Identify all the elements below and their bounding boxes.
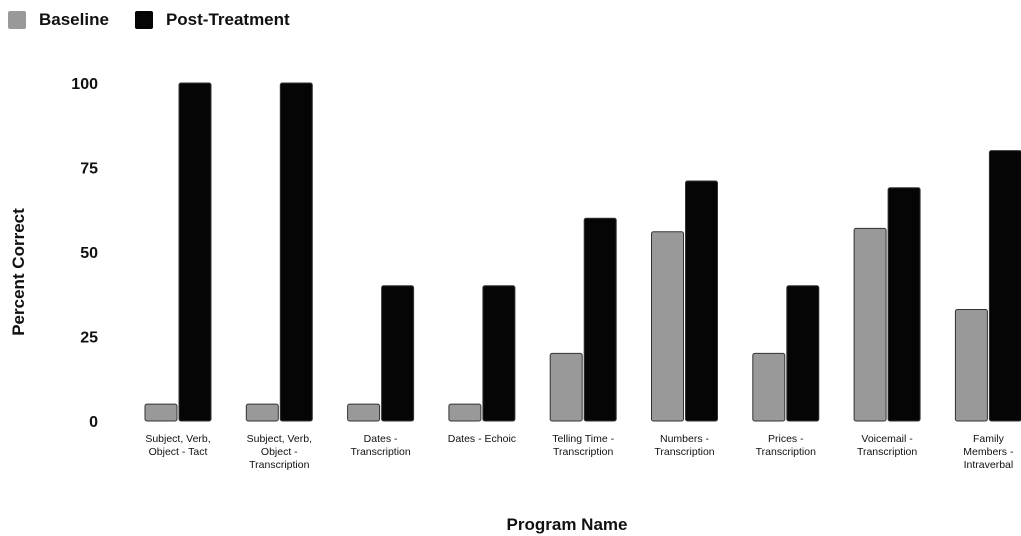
category-label: Voicemail -Transcription	[857, 433, 917, 458]
category-label: Dates -Transcription	[350, 433, 410, 458]
category-label-line: Transcription	[654, 446, 714, 458]
bar-baseline	[853, 227, 887, 422]
y-tick-label: 50	[80, 245, 98, 262]
bar-post-treatment	[583, 217, 617, 422]
category-label-line: Transcription	[249, 459, 309, 471]
bar-post-treatment	[988, 150, 1021, 422]
bar-post-treatment	[482, 285, 516, 422]
x-axis-title: Program Name	[507, 515, 628, 534]
bar-baseline	[144, 403, 178, 422]
category-label-line: Transcription	[756, 446, 816, 458]
category-label-line: Intraverbal	[964, 459, 1014, 471]
category-label: Telling Time -Transcription	[552, 433, 614, 458]
legend-swatch-post-treatment	[134, 11, 153, 29]
bar-baseline	[954, 308, 988, 422]
bar-baseline	[448, 403, 482, 422]
category-label-line: Transcription	[350, 446, 410, 458]
bar-post-treatment	[887, 187, 921, 422]
category-label-line: Telling Time -	[552, 433, 614, 445]
y-axis-title: Percent Correct	[9, 208, 28, 336]
legend-label-baseline: Baseline	[39, 10, 109, 29]
bar-baseline	[549, 352, 583, 422]
y-axis-ticks: 0 25 50 75 100	[71, 76, 98, 431]
bar-post-treatment	[279, 82, 313, 422]
category-label: Dates - Echoic	[448, 433, 516, 445]
category-label-line: Transcription	[857, 446, 917, 458]
y-tick-label: 25	[80, 330, 98, 347]
category-label: Subject, Verb, Object -Transcription	[247, 433, 312, 471]
category-label-line: Object - Tact	[149, 446, 208, 458]
legend: Baseline Post-Treatment	[8, 6, 316, 34]
category-label-line: Transcription	[553, 446, 613, 458]
category-label: Numbers -Transcription	[654, 433, 714, 458]
category-label-line: Subject, Verb,	[145, 433, 210, 445]
legend-swatch-baseline	[8, 11, 26, 29]
category-label-line: Dates - Echoic	[448, 433, 516, 445]
category-label-line: Voicemail -	[861, 433, 913, 445]
bar-post-treatment	[381, 285, 415, 422]
legend-item-baseline: Baseline	[8, 10, 109, 30]
bar-post-treatment	[178, 82, 212, 422]
y-tick-label: 75	[80, 161, 98, 178]
bar-baseline	[347, 403, 381, 422]
category-label-line: Object -	[261, 446, 298, 458]
bar-post-treatment	[685, 180, 718, 422]
bar-baseline	[245, 403, 279, 422]
category-label-line: Subject, Verb,	[247, 433, 312, 445]
y-tick-label: 100	[71, 76, 98, 93]
category-label-line: Family	[973, 433, 1005, 445]
category-label-line: Prices -	[768, 433, 804, 445]
category-label-line: Numbers -	[660, 433, 710, 445]
category-label-line: Dates -	[364, 433, 398, 445]
category-label: Subject, Verb, Object - Tact	[145, 433, 210, 458]
legend-item-post-treatment: Post-Treatment	[134, 10, 290, 30]
bar-baseline	[752, 352, 786, 422]
bars	[144, 82, 1021, 422]
category-label-line: Members -	[963, 446, 1014, 458]
category-label: Prices -Transcription	[756, 433, 816, 458]
bar-baseline	[651, 231, 684, 422]
y-tick-label: 0	[89, 414, 98, 431]
legend-label-post-treatment: Post-Treatment	[165, 10, 290, 29]
bar-post-treatment	[786, 285, 820, 422]
category-label: Family Members -Intraverbal	[963, 433, 1014, 471]
